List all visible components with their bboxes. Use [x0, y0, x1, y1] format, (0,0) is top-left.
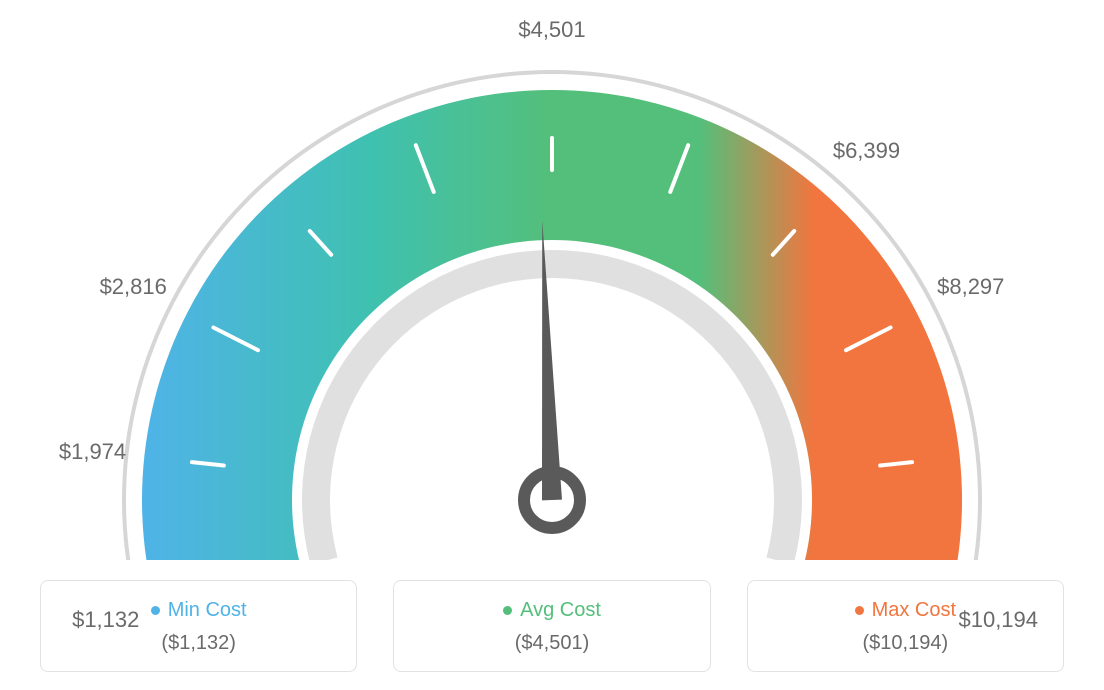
gauge-tick-label: $1,974 [59, 439, 126, 465]
legend-min-title: Min Cost [51, 599, 346, 622]
legend-box-avg: Avg Cost ($4,501) [393, 580, 710, 672]
legend-max-label: Max Cost [872, 599, 956, 621]
gauge-tick-label: $2,816 [100, 274, 167, 300]
legend-box-max: Max Cost ($10,194) [747, 580, 1064, 672]
gauge-tick-label: $4,501 [518, 17, 585, 43]
legend-row: Min Cost ($1,132) Avg Cost ($4,501) Max … [0, 580, 1104, 672]
legend-avg-dot [503, 606, 512, 615]
legend-max-value: ($10,194) [758, 632, 1053, 655]
legend-avg-title: Avg Cost [404, 599, 699, 622]
gauge-tick-label: $8,297 [937, 274, 1004, 300]
gauge-tick-label: $6,399 [833, 138, 900, 164]
legend-avg-label: Avg Cost [520, 599, 601, 621]
legend-min-value: ($1,132) [51, 632, 346, 655]
gauge-area: $1,132$1,974$2,816$4,501$6,399$8,297$10,… [0, 0, 1104, 560]
legend-min-dot [151, 606, 160, 615]
legend-min-label: Min Cost [168, 599, 247, 621]
legend-max-title: Max Cost [758, 599, 1053, 622]
legend-avg-value: ($4,501) [404, 632, 699, 655]
legend-box-min: Min Cost ($1,132) [40, 580, 357, 672]
gauge-chart-container: $1,132$1,974$2,816$4,501$6,399$8,297$10,… [0, 0, 1104, 690]
legend-max-dot [855, 606, 864, 615]
